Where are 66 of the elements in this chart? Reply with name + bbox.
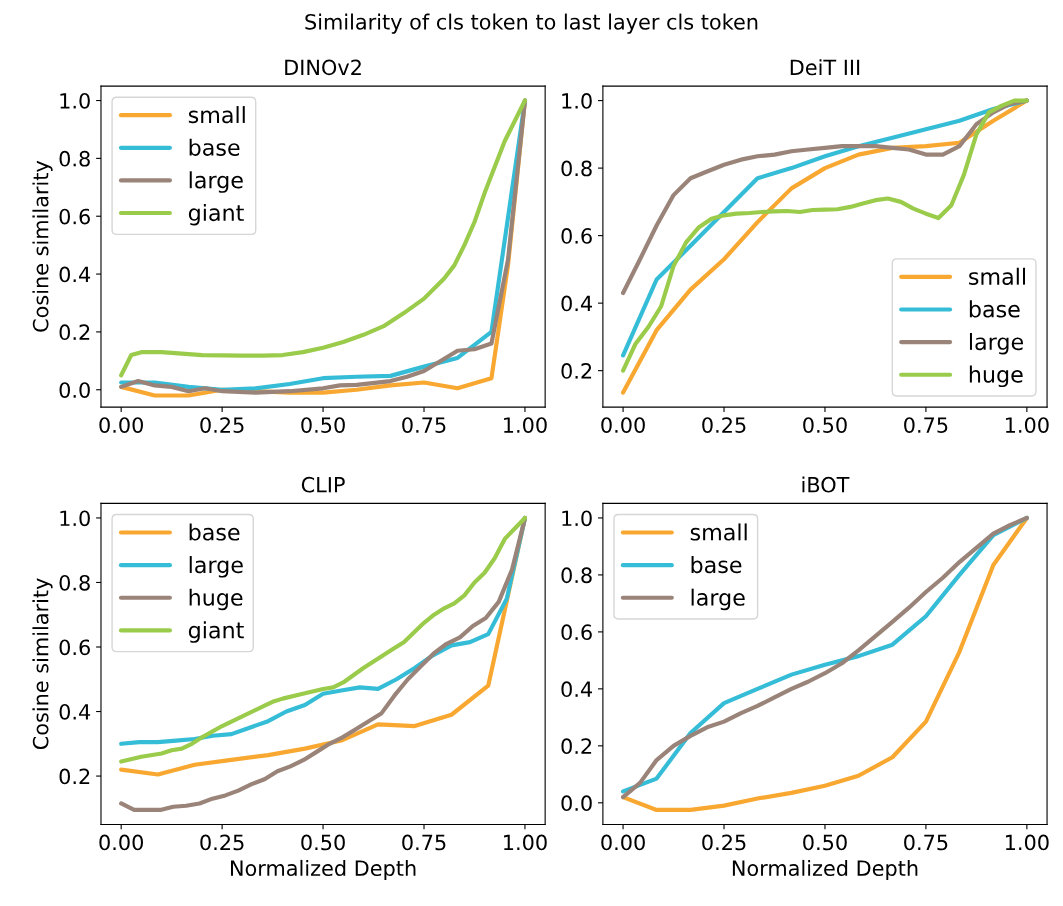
x-tick-label: 0.50 (301, 834, 345, 851)
y-tick-label: 0.6 (59, 639, 90, 656)
x-tick-label: 0.00 (99, 834, 143, 851)
y-tick-label: 0.8 (59, 150, 90, 167)
y-tick-label: 0.4 (59, 703, 91, 720)
x-tick-label: 0.00 (601, 834, 645, 851)
legend-label: large (691, 588, 745, 611)
legend-label: base (969, 300, 1020, 318)
y-tick-label: 0.2 (59, 324, 90, 341)
x-tick-label: 1.00 (504, 417, 547, 433)
x-tick-label: 0.75 (904, 834, 948, 851)
y-tick-label: 1.0 (562, 510, 592, 527)
y-tick-label: 0.6 (59, 208, 90, 225)
x-tick-label: 0.50 (803, 834, 847, 851)
legend-label: base (691, 556, 742, 574)
legend-label: huge (189, 588, 243, 611)
legend-label: small (969, 267, 1025, 285)
x-tick-label: 0.25 (200, 834, 244, 851)
y-tick-label: 0.8 (561, 160, 592, 177)
chart-title: iBOT (802, 476, 850, 493)
legend-label: large (189, 556, 243, 578)
legend-label: large (969, 332, 1023, 355)
y-axis-title: Cosine similarity (32, 160, 53, 332)
y-tick-label: 0.4 (561, 295, 592, 312)
x-tick-label: 0.75 (904, 417, 948, 433)
legend-label: small (188, 106, 245, 124)
x-axis-title: Normalized Depth (231, 859, 416, 881)
legend-label: base (189, 523, 240, 541)
y-tick-label: 0.6 (561, 228, 592, 244)
x-tick-label: 0.00 (601, 417, 645, 433)
chart-title: DINOv2 (285, 59, 361, 76)
y-tick-label: 1.0 (60, 92, 90, 109)
x-tick-label: 1.00 (1005, 834, 1049, 851)
x-tick-label: 1.00 (1005, 417, 1049, 433)
x-tick-label: 0.25 (200, 417, 244, 433)
y-tick-label: 0.8 (561, 567, 592, 584)
x-axis-title: Normalized Depth (732, 859, 918, 881)
y-tick-label: 0.0 (59, 382, 90, 398)
x-tick-label: 0.75 (402, 834, 446, 851)
y-tick-label: 0.2 (561, 363, 592, 379)
y-tick-label: 0.2 (59, 768, 90, 785)
y-tick-label: 0.8 (59, 574, 90, 591)
y-tick-label: 0.2 (561, 738, 592, 755)
x-tick-label: 1.00 (504, 834, 547, 851)
y-tick-label: 1.0 (562, 93, 592, 109)
y-tick-label: 0.4 (561, 681, 592, 698)
y-tick-label: 0.0 (561, 795, 592, 812)
text: Similarity of cls token to last layer cls token (305, 13, 758, 34)
x-tick-label: 0.25 (702, 834, 746, 851)
legend-label: giant (188, 621, 244, 643)
legend-label: base (189, 138, 240, 156)
x-tick-label: 0.50 (301, 417, 345, 433)
legend-label: giant (188, 203, 244, 226)
y-axis-title: Cosine similarity (32, 578, 53, 750)
chart-title: CLIP (301, 476, 345, 493)
legend-label: small (690, 523, 747, 541)
y-tick-label: 1.0 (60, 510, 90, 527)
x-tick-label: 0.50 (803, 417, 847, 433)
legend-label: huge (969, 365, 1023, 388)
x-tick-label: 0.25 (702, 417, 746, 433)
legend-label: large (189, 171, 243, 193)
y-tick-label: 0.6 (561, 624, 592, 641)
x-tick-label: 0.00 (99, 417, 143, 433)
y-tick-label: 0.4 (59, 266, 91, 283)
chart-title: DeiT III (790, 59, 860, 76)
x-tick-label: 0.75 (402, 417, 446, 433)
